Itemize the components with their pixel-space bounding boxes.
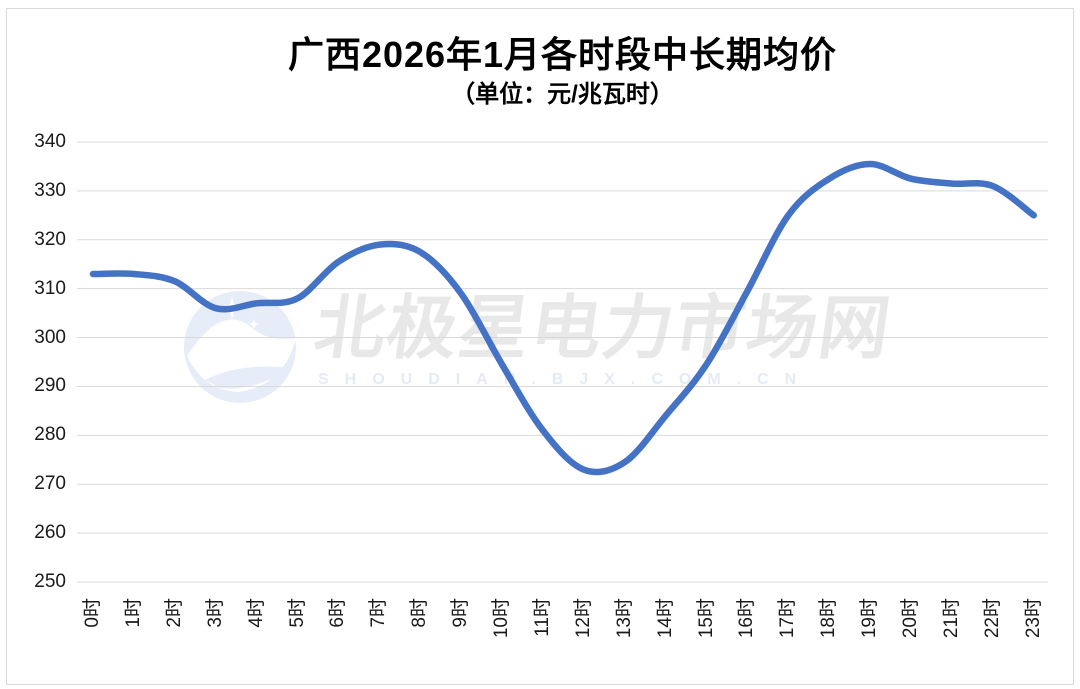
x-tick-label: 22时 [981, 598, 1003, 639]
x-tick-label: 21时 [940, 598, 962, 639]
x-tick-label: 15时 [695, 598, 717, 639]
x-tick-label: 8时 [409, 598, 431, 628]
watermark-domain-text: SHOUDIAN.BJX.COM.CN [318, 371, 812, 388]
y-tick-label: 330 [34, 179, 66, 201]
x-tick-label: 18时 [818, 598, 840, 639]
y-tick-label: 290 [34, 375, 66, 397]
y-tick-label: 250 [34, 571, 66, 592]
x-tick-label: 12时 [572, 598, 594, 639]
x-tick-label: 17时 [777, 598, 799, 639]
x-tick-label: 23时 [1022, 598, 1044, 639]
x-tick-label: 11时 [531, 598, 553, 637]
sparkle-icon [204, 326, 218, 340]
sparkle-icon [248, 318, 260, 330]
x-tick-label: 3时 [204, 598, 226, 628]
x-tick-label: 10时 [491, 598, 512, 639]
x-tick-label: 2时 [163, 598, 185, 628]
price-line [89, 160, 1037, 476]
x-tick-label: 19时 [859, 598, 881, 639]
x-tick-label: 16时 [736, 598, 758, 639]
x-tick-label: 0时 [82, 598, 103, 628]
x-tick-label: 6时 [327, 598, 349, 628]
y-tick-label: 260 [34, 522, 66, 544]
y-tick-label: 280 [34, 424, 66, 446]
x-tick-label: 5时 [286, 598, 308, 628]
x-tick-label: 9时 [450, 598, 472, 628]
y-tick-label: 300 [34, 326, 66, 348]
chart-title: 广西2026年1月各时段中长期均价 [287, 34, 838, 75]
y-tick-label: 320 [34, 228, 66, 250]
x-tick-label: 7时 [368, 598, 390, 628]
y-tick-label: 270 [34, 473, 66, 495]
watermark-brand-text: 北极星电力市场网 [310, 288, 897, 367]
x-tick-label: 4时 [245, 598, 267, 628]
chart-subtitle: （单位：元/兆瓦时） [451, 81, 674, 108]
x-tick-label: 13时 [613, 598, 635, 639]
x-tick-label: 1时 [122, 598, 144, 628]
gridlines [77, 141, 1048, 583]
y-tick-label: 340 [34, 131, 66, 152]
watermark: 北极星电力市场网 SHOUDIAN.BJX.COM.CN [184, 288, 897, 403]
x-tick-label: 14时 [654, 598, 676, 639]
y-tick-label: 310 [34, 277, 66, 299]
x-tick-label: 20时 [900, 598, 921, 639]
watermark-bird-wing [205, 366, 290, 389]
